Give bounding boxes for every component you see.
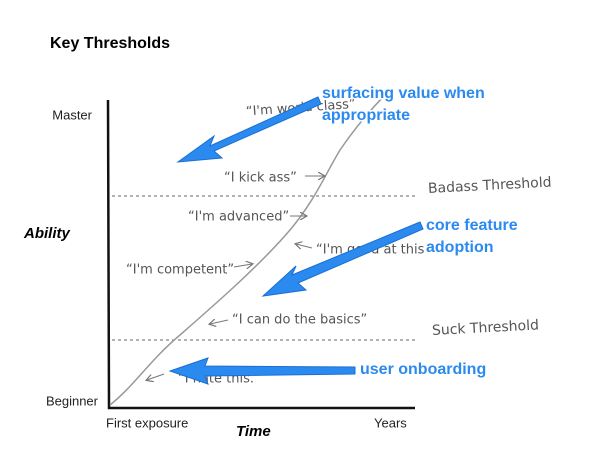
quote-arrow bbox=[210, 320, 229, 324]
callout-arrows bbox=[168, 96, 424, 385]
y-label: Ability bbox=[23, 225, 70, 242]
axes bbox=[106, 99, 415, 410]
annotation: user onboarding bbox=[360, 361, 486, 378]
quote-arrow bbox=[296, 244, 313, 248]
x-label: Time bbox=[236, 423, 271, 440]
x-right: Years bbox=[374, 415, 407, 430]
threshold-label: Suck Threshold bbox=[432, 317, 540, 339]
annotation: adoption bbox=[426, 239, 494, 256]
quote: “I'm competent” bbox=[126, 263, 234, 278]
quote: “I can do the basics” bbox=[232, 313, 367, 328]
curve bbox=[109, 91, 389, 406]
annotation: surfacing value when bbox=[322, 85, 485, 102]
annotation: appropriate bbox=[322, 107, 410, 124]
y-bottom: Beginner bbox=[46, 393, 99, 408]
y-top: Master bbox=[52, 107, 92, 122]
annotation: core feature bbox=[426, 217, 518, 234]
threshold-label: Badass Threshold bbox=[428, 175, 552, 197]
quote-arrow bbox=[233, 264, 252, 267]
x-left: First exposure bbox=[106, 415, 188, 430]
title: Key Thresholds bbox=[50, 35, 170, 52]
quote-arrow bbox=[147, 373, 165, 380]
quote: “I kick ass” bbox=[224, 171, 297, 186]
quote: “I'm advanced” bbox=[188, 210, 289, 225]
